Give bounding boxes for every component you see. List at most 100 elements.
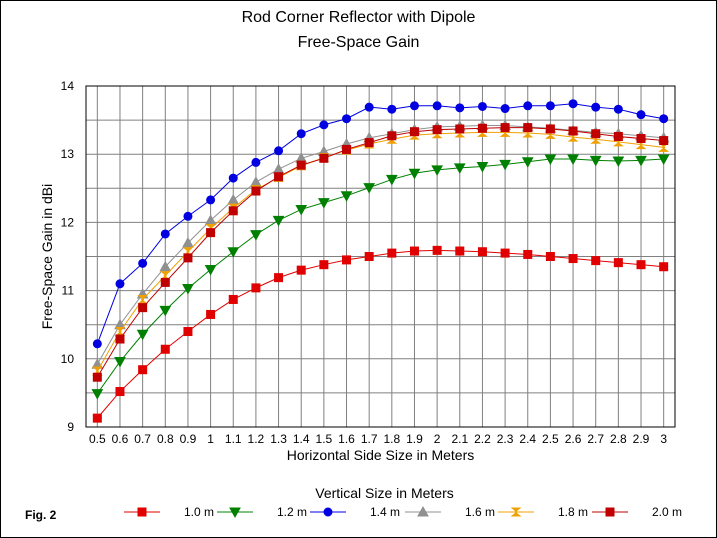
data-point [319,120,329,130]
data-point [612,156,625,168]
legend-label: 1.4 m [370,505,400,519]
x-tick-label: 1.5 [316,432,333,446]
chart-title: Rod Corner Reflector with Dipole [241,9,476,26]
data-point [523,123,533,133]
y-tick-label: 12 [61,215,75,229]
x-tick-label: 1.7 [361,432,378,446]
data-point [477,247,487,257]
data-point [455,103,465,113]
data-point [296,129,306,139]
data-point [138,258,148,268]
data-point [182,284,194,295]
figure-label: Fig. 2 [25,508,57,522]
data-point [342,255,352,265]
data-point [455,246,465,256]
data-point [544,154,557,166]
data-point [364,252,374,261]
x-tick-label: 3 [660,432,667,446]
data-point [432,125,442,135]
y-tick-label: 14 [61,79,75,93]
legend-marker [417,505,429,517]
data-point [477,123,487,133]
data-point [636,260,646,270]
data-point [227,247,240,258]
x-tick-label: 1.9 [406,432,423,446]
x-tick-label: 0.9 [180,432,197,446]
x-tick-label: 2.7 [587,432,604,446]
data-point [91,389,104,400]
data-point [159,260,172,272]
data-point [387,131,397,141]
plot-border [85,85,676,428]
data-point [589,155,602,167]
data-point [364,138,374,148]
y-axis-label: Free-Space Gain in dBi [39,184,55,330]
data-point [296,160,306,170]
data-point [591,129,601,139]
legend-label: 2.0 m [652,505,682,519]
data-point [431,165,443,176]
data-point [568,99,578,109]
legend-marker [323,507,333,517]
x-tick-label: 1.6 [338,432,355,446]
data-point [432,245,442,255]
x-tick-label: 0.6 [112,432,129,446]
x-tick-label: 2.1 [451,432,468,446]
data-point [591,102,601,112]
data-point [92,372,102,382]
legend-marker [605,507,615,517]
x-tick-label: 1.2 [248,432,265,446]
x-tick-label: 1.3 [270,432,287,446]
x-tick-label: 2.5 [542,432,559,446]
x-tick-label: 1.4 [293,432,310,446]
data-point [500,123,510,133]
data-point [136,329,149,341]
data-point [613,131,623,141]
data-point [228,206,238,216]
data-point [636,134,646,144]
x-tick-label: 0.5 [89,432,106,446]
data-point [318,198,330,209]
data-point [476,161,489,173]
data-point [342,144,352,154]
data-point [204,264,217,276]
data-point [251,283,261,293]
data-point [183,211,193,221]
data-point [206,309,216,319]
legend-label: 1.6 m [465,505,495,519]
x-tick-label: 1.8 [383,432,400,446]
y-tick-label: 9 [67,420,74,434]
data-point [92,413,102,423]
data-point [251,186,261,196]
x-tick-label: 2.4 [519,432,536,446]
data-point [183,327,193,337]
data-point [274,146,284,156]
data-point [228,294,238,304]
x-tick-label: 1.1 [225,432,242,446]
data-point [613,258,623,268]
data-point [385,174,398,186]
data-point [568,126,578,136]
data-point [409,127,419,137]
data-point [183,253,193,263]
data-point [295,204,308,216]
data-point [545,124,555,134]
data-point [659,136,669,146]
data-point [364,102,374,112]
data-point [115,279,125,289]
data-point [500,104,510,114]
data-point [319,260,329,270]
data-point [182,236,194,248]
x-tick-label: 1 [207,432,214,446]
data-point [657,154,670,166]
legend-label: 1.2 m [277,505,307,519]
x-tick-label: 2.2 [474,432,491,446]
legend-marker [229,507,241,519]
data-point [455,124,465,134]
data-point [635,155,647,167]
data-point [206,195,216,205]
data-point [296,265,306,275]
data-point [500,248,510,258]
x-tick-label: 2 [434,432,441,446]
